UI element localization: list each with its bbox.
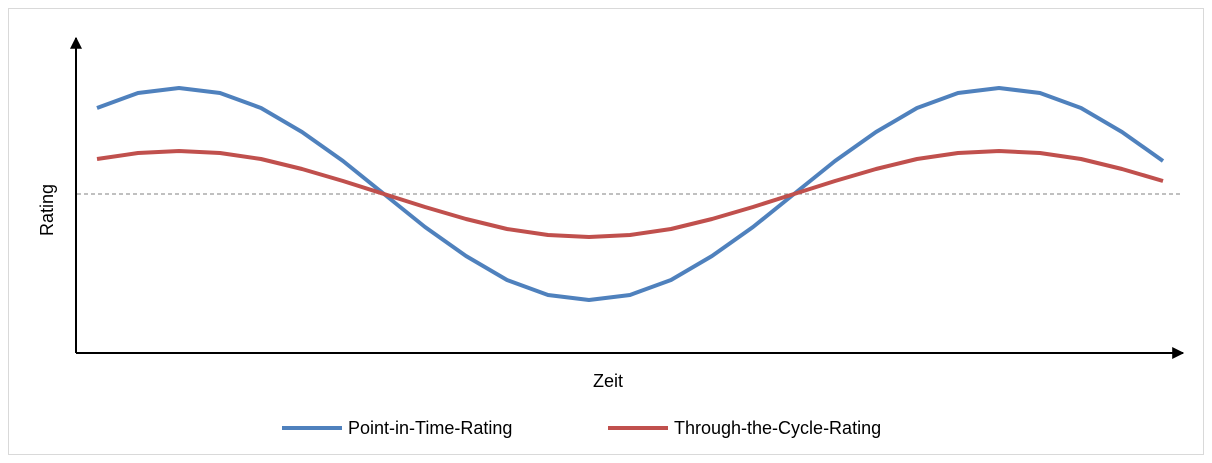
legend-label: Point-in-Time-Rating <box>348 418 512 438</box>
legend-label: Through-the-Cycle-Rating <box>674 418 881 438</box>
series-line <box>96 86 1165 302</box>
y-axis-label: Rating <box>37 184 57 236</box>
x-axis-label: Zeit <box>593 371 623 391</box>
chart-border <box>8 8 1204 455</box>
series-line <box>96 149 1164 239</box>
